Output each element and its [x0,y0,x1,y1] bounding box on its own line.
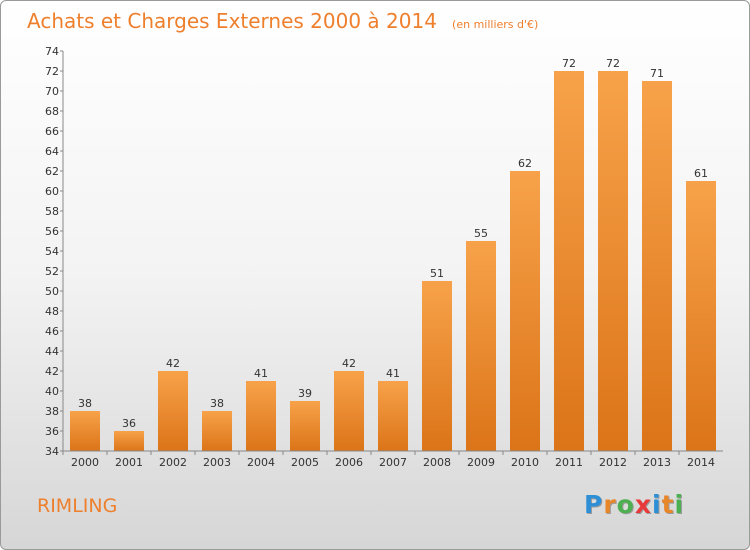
value-label-2007: 41 [386,367,400,380]
bar-2000 [70,411,100,451]
y-tick-label: 50 [45,285,59,298]
bar-2004 [246,381,276,451]
x-tick-label-2009: 2009 [467,456,495,469]
value-label-2005: 39 [298,387,312,400]
x-tick-label-2007: 2007 [379,456,407,469]
bar-2005 [290,401,320,451]
value-label-2009: 55 [474,227,488,240]
bar-2012 [598,71,628,451]
x-tick-label-2012: 2012 [599,456,627,469]
y-tick-label: 68 [45,105,59,118]
bar-2011 [554,71,584,451]
bar-2013 [642,81,672,451]
bar-2010 [510,171,540,451]
proxiti-logo: Proxiti [584,490,684,519]
value-label-2003: 38 [210,397,224,410]
logo-letter: P [584,490,604,519]
x-tick-label-2004: 2004 [247,456,275,469]
y-tick-label: 64 [45,145,59,158]
bars-group [70,71,716,451]
x-tick-label-2010: 2010 [511,456,539,469]
bar-2008 [422,281,452,451]
value-label-2006: 42 [342,357,356,370]
chart-title-main: Achats et Charges Externes 2000 à 2014 [27,9,437,33]
bar-2009 [466,241,496,451]
bar-2014 [686,181,716,451]
y-tick-label: 70 [45,85,59,98]
y-tick-label: 40 [45,385,59,398]
value-label-2012: 72 [606,57,620,70]
value-label-2008: 51 [430,267,444,280]
value-label-2011: 72 [562,57,576,70]
x-tick-label-2005: 2005 [291,456,319,469]
y-tick-label: 44 [45,345,59,358]
chart-title: Achats et Charges Externes 2000 à 2014 (… [27,9,538,33]
y-tick-label: 42 [45,365,59,378]
x-tick-label-2000: 2000 [71,456,99,469]
x-tick-label-2013: 2013 [643,456,671,469]
value-label-2014: 61 [694,167,708,180]
value-label-2004: 41 [254,367,268,380]
y-tick-label: 52 [45,265,59,278]
bar-2003 [202,411,232,451]
x-tick-label-2011: 2011 [555,456,583,469]
y-tick-label: 54 [45,245,59,258]
y-tick-label: 66 [45,125,59,138]
x-tick-label-2002: 2002 [159,456,187,469]
bar-2007 [378,381,408,451]
y-tick-label: 60 [45,185,59,198]
y-tick-label: 72 [45,65,59,78]
x-tick-label-2001: 2001 [115,456,143,469]
logo-letter: t [661,490,675,519]
y-tick-label: 56 [45,225,59,238]
value-label-2010: 62 [518,157,532,170]
y-tick-label: 34 [45,445,59,458]
commune-name: RIMLING [37,495,118,517]
x-axis: 2000 2001 2002 2003 2004 2005 2006 2007 2008 2009… [62,451,715,469]
y-tick-label: 48 [45,305,59,318]
y-tick-label: 58 [45,205,59,218]
logo-letter: i [652,490,662,519]
y-tick-label: 46 [45,325,59,338]
chart-title-unit: (en milliers d'€) [452,18,538,31]
y-tick-label: 38 [45,405,59,418]
value-label-2000: 38 [78,397,92,410]
x-tick-label-2014: 2014 [687,456,715,469]
x-tick-label-2006: 2006 [335,456,363,469]
bar-2006 [334,371,364,451]
value-label-2001: 36 [122,417,136,430]
value-label-2002: 42 [166,357,180,370]
bar-2002 [158,371,188,451]
x-tick-label-2003: 2003 [203,456,231,469]
y-tick-label: 62 [45,165,59,178]
x-tick-label-2008: 2008 [423,456,451,469]
y-tick-label: 36 [45,425,59,438]
logo-letter: r [603,490,617,519]
value-labels: 38 36 42 38 41 39 42 41 51 55 62 72 72 71 61 [78,57,708,430]
logo-letter: o [616,490,635,519]
bar-2001 [114,431,144,451]
logo-letter: i [674,490,685,519]
logo-letter: x [634,490,652,519]
y-tick-label: 74 [45,45,59,58]
y-axis: 34 36 38 40 42 44 46 48 50 52 54 56 58 60 62 64 66 68 70 72… [45,45,64,458]
value-label-2013: 71 [650,67,664,80]
